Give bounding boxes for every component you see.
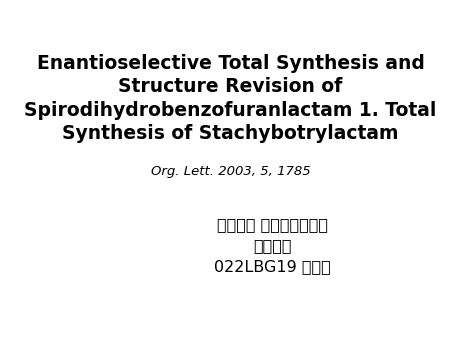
Text: Enantioselective Total Synthesis and
Structure Revision of
Spirodihydrobenzofura: Enantioselective Total Synthesis and Str… [24,54,437,143]
Text: Org. Lett. 2003, 5, 1785: Org. Lett. 2003, 5, 1785 [151,166,310,178]
Text: 이화여대 분자생명과학부
화학전공
022LBG19 이지윤: 이화여대 분자생명과학부 화학전공 022LBG19 이지윤 [214,218,331,274]
